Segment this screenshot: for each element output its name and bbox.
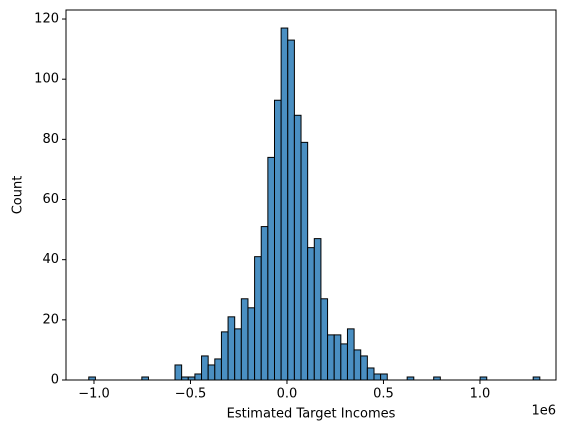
- bar: [267, 156, 275, 381]
- bar: [366, 367, 375, 381]
- bar: [320, 298, 329, 381]
- bar: [373, 373, 382, 381]
- bar: [353, 349, 362, 381]
- plot-frame: [65, 9, 557, 381]
- bar: [300, 141, 309, 381]
- bar: [273, 99, 282, 381]
- y-tick-label: 80: [42, 132, 59, 147]
- bar: [340, 343, 348, 381]
- y-tick-label: 40: [42, 252, 59, 267]
- bar: [327, 334, 335, 381]
- bar: [333, 334, 342, 381]
- x-tick-label: 0.0: [277, 387, 298, 402]
- bar: [207, 364, 216, 381]
- bar: [293, 114, 302, 381]
- bar: [220, 331, 229, 381]
- bar: [240, 298, 249, 381]
- y-tick-label: 60: [42, 192, 59, 207]
- y-tick-label: 100: [34, 72, 59, 87]
- x-axis-label: Estimated Target Incomes: [227, 407, 396, 422]
- bar: [214, 358, 222, 381]
- bar: [287, 39, 295, 381]
- bar: [227, 316, 236, 381]
- x-tick-label: −1.0: [78, 387, 110, 402]
- bar: [307, 247, 315, 381]
- bar: [254, 256, 262, 381]
- bar: [313, 238, 322, 381]
- bar: [346, 328, 355, 381]
- y-tick-label: 20: [42, 312, 59, 327]
- bar: [280, 27, 289, 381]
- bar: [260, 226, 269, 381]
- bar: [194, 373, 203, 381]
- x-tick-label: 1.0: [470, 387, 491, 402]
- bar: [234, 328, 242, 381]
- bar: [360, 355, 368, 381]
- x-offset-label: 1e6: [531, 404, 556, 419]
- y-tick-label: 120: [34, 12, 59, 27]
- x-tick-label: 0.5: [373, 387, 394, 402]
- y-axis-label: Count: [11, 176, 26, 215]
- bar: [247, 307, 256, 381]
- bar: [380, 373, 388, 381]
- x-tick-label: −0.5: [175, 387, 207, 402]
- bar: [174, 364, 183, 381]
- bar: [201, 355, 209, 381]
- y-tick-label: 0: [51, 373, 59, 388]
